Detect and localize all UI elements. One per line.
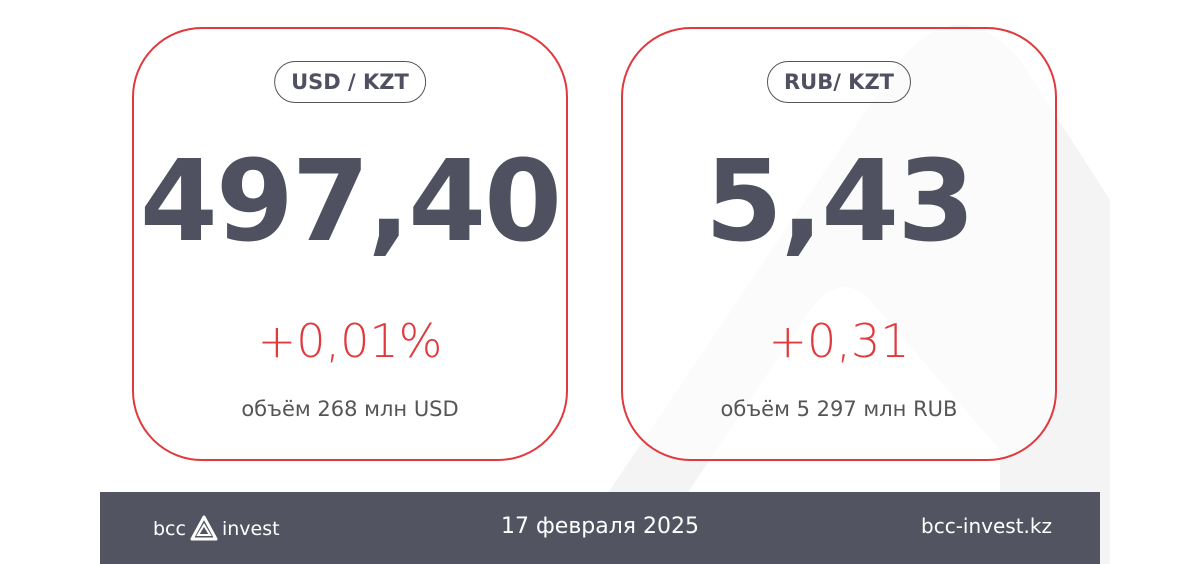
logo-text-bcc: bcc: [153, 518, 186, 540]
rate-change: +0,31: [768, 314, 910, 368]
rate-change: +0,01%: [257, 314, 443, 368]
rub-kzt-card: RUB/ KZT 5,43 +0,31 объём 5 297 млн RUB: [621, 27, 1057, 461]
logo-text-invest: invest: [221, 518, 280, 540]
triangle-logo-icon: [190, 515, 218, 541]
exchange-rate: 497,40: [139, 137, 562, 267]
footer-bar: bcc invest 17 февраля 2025 bcc-invest.kz: [100, 492, 1100, 564]
bcc-invest-logo: bcc invest: [153, 514, 280, 544]
usd-kzt-card: USD / KZT 497,40 +0,01% объём 268 млн US…: [132, 27, 568, 461]
exchange-rate: 5,43: [704, 137, 975, 267]
report-date: 17 февраля 2025: [500, 514, 700, 539]
currency-pair-badge: USD / KZT: [274, 61, 426, 103]
currency-pair-badge: RUB/ KZT: [766, 61, 912, 103]
website-link[interactable]: bcc-invest.kz: [921, 514, 1052, 538]
trade-volume: объём 5 297 млн RUB: [720, 397, 958, 421]
trade-volume: объём 268 млн USD: [241, 397, 459, 421]
